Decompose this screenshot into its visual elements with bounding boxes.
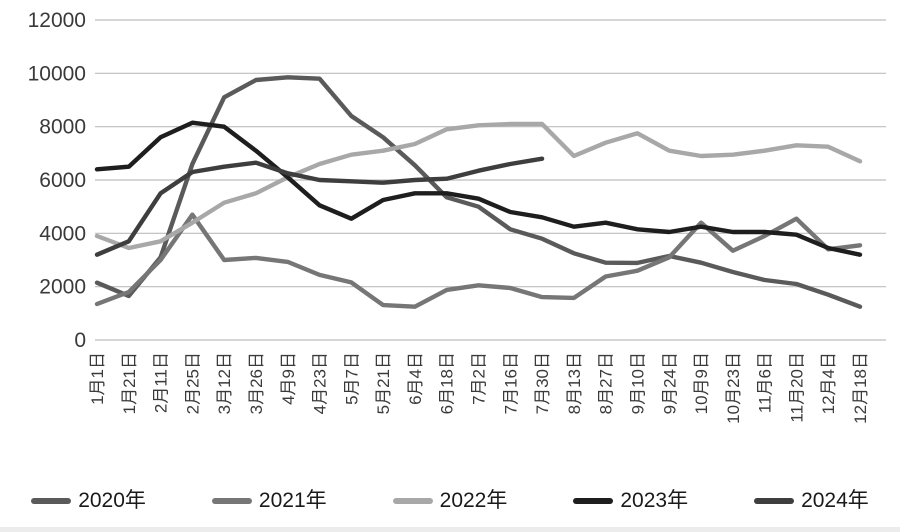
x-tick-label: 10月9日: [692, 352, 711, 414]
legend-label: 2024年: [801, 489, 869, 512]
chart-legend: 2020年 2021年 2022年 2023年 2024年: [0, 490, 900, 511]
x-tick-label: 5月7日: [342, 352, 361, 405]
legend-item-2024年: 2024年: [754, 490, 869, 511]
legend-label: 2022年: [439, 489, 508, 512]
x-tick-label: 4月9日: [279, 352, 298, 405]
x-tick-label: 4月23日: [311, 352, 330, 414]
x-tick-label: 1月21日: [120, 352, 139, 414]
y-tick-label: 6000: [39, 169, 86, 192]
x-tick-label: 10月23日: [724, 352, 743, 424]
legend-label: 2021年: [258, 489, 327, 512]
x-tick-label: 1月1日: [88, 352, 107, 405]
x-tick-label: 11月6日: [756, 352, 775, 413]
x-tick-label: 12月4日: [819, 352, 838, 414]
x-tick-label: 3月26日: [247, 352, 266, 414]
legend-item-2023年: 2023年: [573, 490, 688, 511]
series-line-2022年: [94, 121, 863, 251]
y-tick-label: 8000: [39, 116, 86, 139]
legend-item-2021年: 2021年: [211, 489, 327, 512]
gridlines: [95, 19, 886, 341]
x-tick-label: 7月16日: [501, 352, 520, 414]
x-tick-label: 7月2日: [470, 352, 489, 405]
bottom-divider: [0, 527, 900, 532]
y-tick-label: 2000: [39, 276, 86, 299]
x-tick-label: 11月20日: [787, 352, 806, 423]
x-tick-label: 8月13日: [565, 352, 584, 414]
x-axis-labels: 1月1日 1月21日 2月11日 2月25日 3月12日 3月26日 4月9日 4月23日 5月…: [88, 352, 870, 424]
x-tick-label: 2月11日: [152, 352, 171, 413]
y-axis-labels: 0 2000 4000 6000 8000 10000 12000: [28, 9, 86, 352]
y-tick-label: 0: [74, 329, 86, 352]
line-chart-canvas: 0 2000 4000 6000 8000 10000 12000 1月1日 1月21日 2月11…: [28, 9, 886, 424]
series-lines: [94, 75, 863, 309]
x-tick-label: 6月4日: [406, 352, 425, 405]
x-tick-label: 9月24日: [660, 352, 679, 414]
legend-line-swatch: [31, 497, 72, 504]
x-tick-label: 3月12日: [215, 352, 234, 414]
x-tick-label: 8月27日: [597, 352, 616, 414]
series-line-2023年: [94, 120, 863, 257]
series-line-2021年: [94, 212, 863, 309]
legend-line-swatch: [211, 497, 252, 504]
y-tick-label: 4000: [39, 222, 86, 245]
legend-line-swatch: [392, 497, 433, 504]
y-tick-label: 12000: [28, 9, 86, 32]
legend-line-swatch: [573, 497, 614, 504]
x-tick-label: 7月30日: [533, 352, 552, 414]
series-line-2020年: [94, 75, 863, 309]
legend-item-2022年: 2022年: [392, 489, 508, 512]
x-tick-label: 5月21日: [374, 352, 393, 414]
x-tick-label: 2月25日: [183, 352, 202, 414]
x-tick-label: 12月18日: [851, 352, 870, 424]
y-tick-label: 10000: [28, 62, 86, 85]
series-line-2024年: [94, 156, 545, 257]
x-tick-label: 6月18日: [438, 352, 457, 414]
legend-line-swatch: [754, 497, 795, 504]
legend-label: 2020年: [78, 489, 146, 512]
legend-item-2020年: 2020年: [31, 490, 146, 511]
x-tick-label: 9月10日: [628, 352, 647, 414]
legend-label: 2023年: [620, 489, 689, 512]
